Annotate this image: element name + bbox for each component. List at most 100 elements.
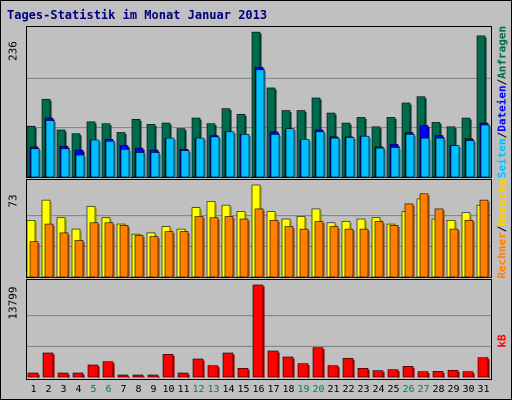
- seiten-bar-10: [165, 137, 175, 178]
- kb-bar-28: [432, 371, 444, 378]
- seiten-bar-3: [60, 148, 70, 178]
- seiten-bar-29: [450, 145, 460, 178]
- seiten-bar-23: [360, 135, 370, 178]
- x-tick-label-10: 10: [162, 384, 174, 395]
- rechner-bar-29: [449, 228, 459, 278]
- kb-bar-22: [342, 358, 354, 378]
- x-tick-label-3: 3: [60, 384, 66, 395]
- rechner-bar-13: [209, 217, 219, 278]
- kb-bar-4: [72, 372, 84, 378]
- x-tick-label-8: 8: [135, 384, 141, 395]
- x-tick-label-30: 30: [462, 384, 474, 395]
- rechner-bar-27: [419, 193, 429, 278]
- kb-bar-23: [357, 368, 369, 378]
- rechner-bar-24: [374, 221, 384, 278]
- x-tick-label-14: 14: [222, 384, 234, 395]
- rechner-bar-6: [104, 222, 114, 278]
- rechner-bar-19: [299, 228, 309, 278]
- x-tick-label-12: 12: [192, 384, 204, 395]
- kb-bar-21: [327, 365, 339, 378]
- rechner-bar-16: [254, 208, 264, 278]
- kb-bar-27: [417, 371, 429, 378]
- x-tick-label-21: 21: [327, 384, 339, 395]
- x-tick-label-4: 4: [75, 384, 81, 395]
- kb-bar-19: [297, 363, 309, 378]
- kb-bar-26: [402, 366, 414, 378]
- kb-bar-9: [147, 374, 159, 378]
- x-tick-label-24: 24: [372, 384, 384, 395]
- x-tick-label-22: 22: [342, 384, 354, 395]
- rechner-bar-2: [44, 223, 54, 278]
- kb-bar-5: [87, 364, 99, 378]
- kb-bar-17: [267, 350, 279, 378]
- seiten-bar-26: [405, 134, 415, 178]
- kb-bar-8: [132, 374, 144, 378]
- x-tick-label-26: 26: [402, 384, 414, 395]
- kb-bar-2: [42, 352, 54, 378]
- hits-panel: [26, 26, 492, 178]
- rechner-bar-8: [134, 235, 144, 278]
- kb-bar-18: [282, 356, 294, 378]
- rechner-bar-18: [284, 226, 294, 278]
- seiten-bar-19: [300, 139, 310, 178]
- x-tick-label-28: 28: [432, 384, 444, 395]
- rechner-bar-23: [359, 228, 369, 278]
- kb-bar-25: [387, 369, 399, 378]
- seiten-bar-4: [75, 154, 85, 178]
- x-tick-label-11: 11: [177, 384, 189, 395]
- kb-bar-13: [207, 365, 219, 378]
- kb-bar-24: [372, 370, 384, 378]
- x-tick-label-20: 20: [312, 384, 324, 395]
- rechner-bar-10: [164, 231, 174, 278]
- rechner-bar-7: [119, 225, 129, 278]
- rechner-bar-30: [464, 219, 474, 278]
- x-tick-label-23: 23: [357, 384, 369, 395]
- rechner-bar-17: [269, 219, 279, 278]
- rechner-bar-25: [389, 225, 399, 278]
- seiten-bar-1: [30, 148, 40, 178]
- kb-bar-30: [462, 371, 474, 378]
- kb-bar-11: [177, 372, 189, 378]
- seiten-bar-20: [315, 131, 325, 178]
- seiten-bar-24: [375, 147, 385, 178]
- rechner-bar-11: [179, 231, 189, 278]
- seiten-bar-11: [180, 150, 190, 178]
- seiten-bar-16: [255, 69, 265, 178]
- x-tick-label-7: 7: [120, 384, 126, 395]
- x-tick-label-19: 19: [297, 384, 309, 395]
- seiten-bar-22: [345, 137, 355, 178]
- x-tick-label-17: 17: [267, 384, 279, 395]
- x-tick-label-2: 2: [45, 384, 51, 395]
- seiten-bar-14: [225, 131, 235, 178]
- kb-bar-31: [477, 357, 489, 378]
- seiten-bar-13: [210, 136, 220, 178]
- rechner-bar-3: [59, 232, 69, 278]
- rechner-bar-9: [149, 236, 159, 278]
- x-tick-label-18: 18: [282, 384, 294, 395]
- kb-panel: [26, 279, 492, 380]
- seiten-bar-21: [330, 137, 340, 178]
- seiten-bar-17: [270, 134, 280, 178]
- seiten-bar-5: [90, 139, 100, 178]
- kb-bar-16: [252, 284, 264, 378]
- rechner-bar-1: [29, 241, 39, 278]
- seiten-bar-6: [105, 140, 115, 178]
- x-tick-label-16: 16: [252, 384, 264, 395]
- x-tick-label-27: 27: [417, 384, 429, 395]
- x-tick-label-6: 6: [105, 384, 111, 395]
- seiten-bar-9: [150, 152, 160, 178]
- seiten-bar-27: [420, 137, 430, 178]
- x-tick-label-5: 5: [90, 384, 96, 395]
- rechner-bar-14: [224, 216, 234, 278]
- seiten-bar-2: [45, 120, 55, 178]
- kb-bar-3: [57, 372, 69, 378]
- seiten-bar-7: [120, 149, 130, 178]
- seiten-bar-28: [435, 137, 445, 178]
- kb-bar-12: [192, 358, 204, 378]
- x-tick-label-29: 29: [447, 384, 459, 395]
- kb-bar-14: [222, 352, 234, 378]
- rechner-bar-21: [329, 226, 339, 278]
- rechner-bar-26: [404, 203, 414, 278]
- rechner-bar-5: [89, 222, 99, 278]
- x-tick-label-15: 15: [237, 384, 249, 395]
